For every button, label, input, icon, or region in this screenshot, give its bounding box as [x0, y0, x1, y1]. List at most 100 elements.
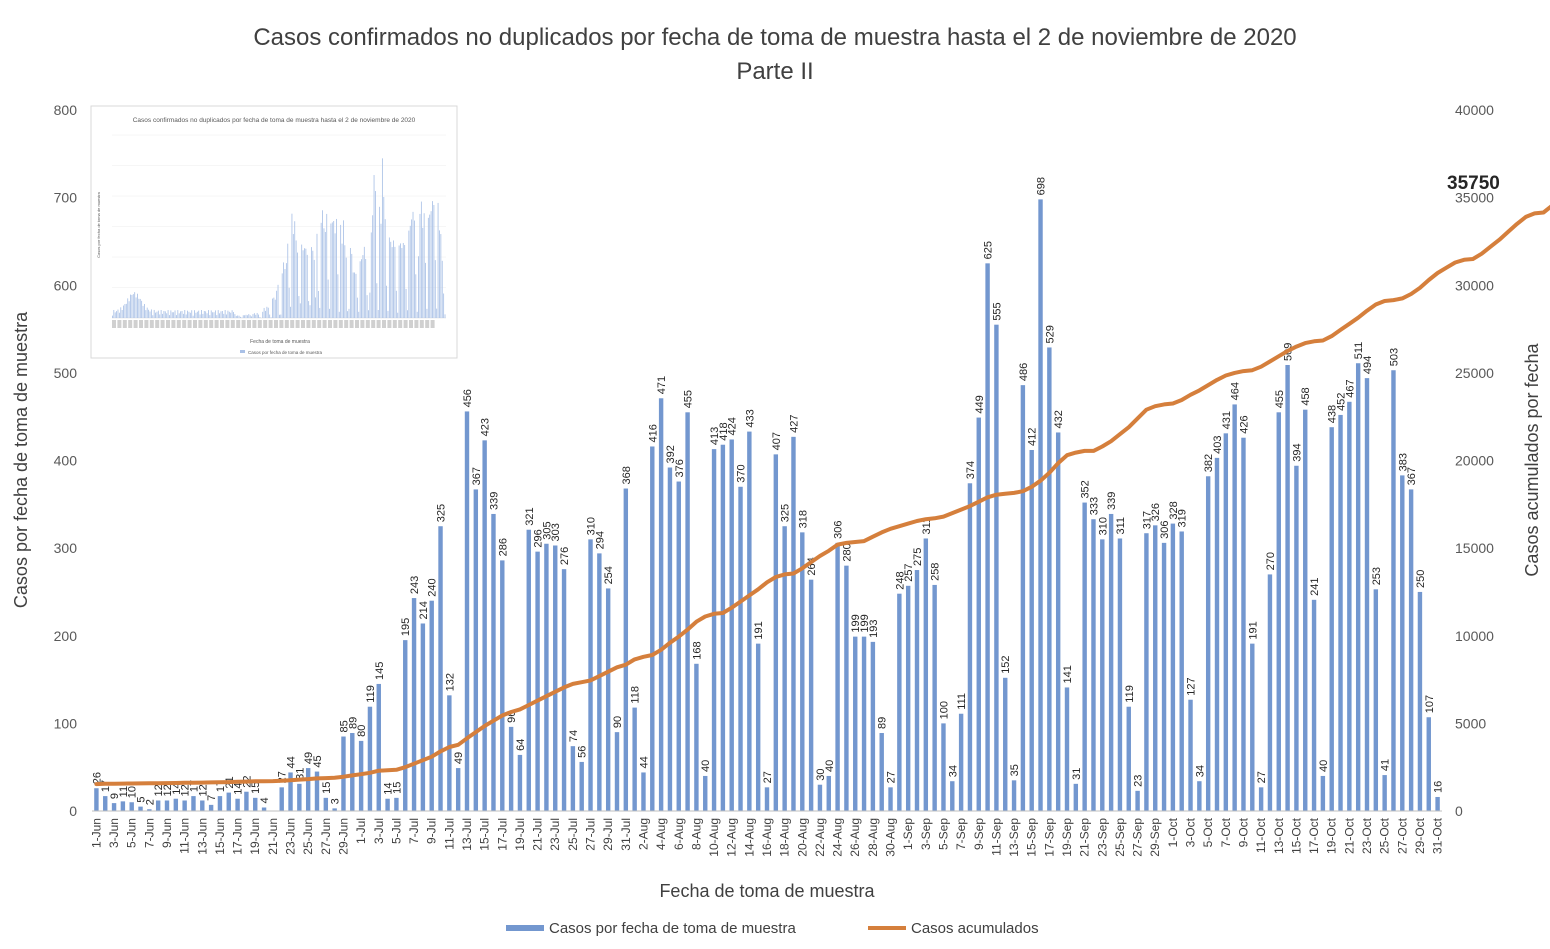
bar — [1435, 796, 1440, 811]
inset-bar — [404, 245, 406, 318]
inset-bar — [265, 310, 266, 318]
inset-bar — [372, 215, 374, 318]
x-tick-label: 23-Sep — [1095, 818, 1109, 857]
bar — [1197, 781, 1202, 811]
bar-data-label: 40 — [700, 760, 712, 772]
inset-bar — [145, 310, 147, 318]
bar-data-label: 339 — [488, 492, 500, 510]
bar-data-label: 394 — [1291, 443, 1303, 461]
bar — [1003, 677, 1008, 811]
bar — [1179, 531, 1184, 811]
inset-tick-label — [398, 320, 403, 328]
inset-bar — [333, 221, 335, 318]
inset-tick-label — [349, 320, 354, 328]
inset-tick-label — [230, 320, 235, 328]
inset-bar — [198, 310, 200, 318]
legend-label-bars: Casos por fecha de toma de muestra — [549, 920, 796, 937]
x-tick-label: 21-Jun — [266, 818, 280, 855]
x-tick-label: 28-Aug — [866, 818, 880, 857]
inset-bar — [194, 310, 195, 318]
inset-bar — [171, 312, 173, 318]
bar — [1091, 519, 1096, 811]
bar-data-label: 15 — [321, 782, 333, 794]
x-tick-label: 11-Oct — [1254, 817, 1268, 853]
inset-bar — [330, 223, 332, 318]
bar-data-label: 494 — [1362, 356, 1374, 374]
inset-tick-label — [112, 320, 116, 328]
inset-bar — [226, 314, 227, 318]
bar-data-label: 44 — [286, 756, 298, 768]
bar-data-label: 7 — [206, 795, 218, 801]
inset-bar — [283, 262, 285, 318]
bar-data-label: 12 — [180, 784, 192, 796]
bar — [703, 775, 708, 811]
inset-bar — [287, 243, 289, 318]
x-tick-label: 3-Jul — [372, 818, 386, 844]
inset-bar — [359, 261, 361, 318]
x-tick-label: 5-Jul — [389, 818, 403, 844]
x-axis-title: Fecha de toma de muestra — [659, 881, 875, 901]
bar — [755, 643, 761, 811]
bar-data-label: 119 — [365, 685, 377, 703]
bar-data-label: 193 — [868, 620, 880, 638]
inset-bar — [259, 317, 261, 318]
bar — [1144, 533, 1149, 811]
x-tick-label: 9-Sep — [972, 818, 986, 850]
inset-bar — [173, 312, 175, 318]
bar — [1029, 449, 1034, 811]
bar-data-label: 275 — [912, 548, 924, 566]
x-tick-label: 19-Sep — [1060, 818, 1074, 857]
x-tick-label: 25-Oct — [1378, 817, 1392, 854]
x-tick-label: 29-Jul — [601, 818, 615, 851]
bar-data-label: 325 — [780, 504, 792, 522]
inset-bar — [116, 311, 118, 318]
inset-bar — [429, 214, 431, 318]
inset-bar — [436, 308, 438, 318]
y-tick-label: 100 — [54, 715, 78, 731]
inset-bar — [192, 315, 194, 318]
inset-tick-label — [392, 320, 397, 328]
x-tick-label: 22-Aug — [813, 818, 827, 857]
bar — [632, 707, 637, 811]
bar-data-label: 367 — [1406, 467, 1418, 485]
inset-bar — [205, 311, 207, 318]
inset-tick-label — [225, 320, 230, 328]
x-tick-label: 27-Jun — [319, 818, 333, 855]
inset-bar — [219, 313, 220, 318]
inset-tick-label — [387, 320, 392, 328]
inset-bar — [395, 290, 397, 318]
inset-bar — [178, 313, 180, 318]
y-tick-label: 500 — [54, 365, 78, 381]
x-tick-label: 6-Aug — [672, 818, 686, 850]
bar — [1073, 783, 1079, 811]
y-tick-label: 300 — [54, 540, 78, 556]
bar — [1311, 599, 1317, 811]
inset-bar — [149, 311, 151, 318]
x-tick-label: 11-Sep — [989, 818, 1003, 856]
bar-data-label: 370 — [736, 464, 748, 482]
bar — [667, 467, 673, 811]
bar-data-label: 44 — [638, 756, 650, 768]
inset-bar — [217, 310, 219, 318]
inset-tick-label — [171, 320, 176, 328]
inset-bar — [441, 260, 443, 318]
inset-bar — [420, 201, 422, 318]
inset-bar — [180, 311, 182, 318]
bar — [1426, 717, 1431, 811]
bar — [1347, 401, 1352, 811]
bar-data-label: 382 — [1203, 454, 1215, 472]
bar — [738, 486, 743, 811]
bar — [129, 802, 134, 811]
inset-tick-label — [419, 320, 424, 328]
bar — [411, 598, 417, 811]
legend-label-line: Casos acumulados — [911, 920, 1039, 937]
bar — [861, 636, 867, 811]
bar — [694, 663, 699, 811]
inset-bar — [224, 310, 226, 318]
inset-bar — [255, 314, 257, 318]
bar — [491, 513, 496, 811]
bar-data-label: 14 — [233, 782, 245, 794]
inset-bar — [391, 247, 393, 318]
bar — [985, 263, 990, 811]
inset-bar — [285, 263, 287, 318]
